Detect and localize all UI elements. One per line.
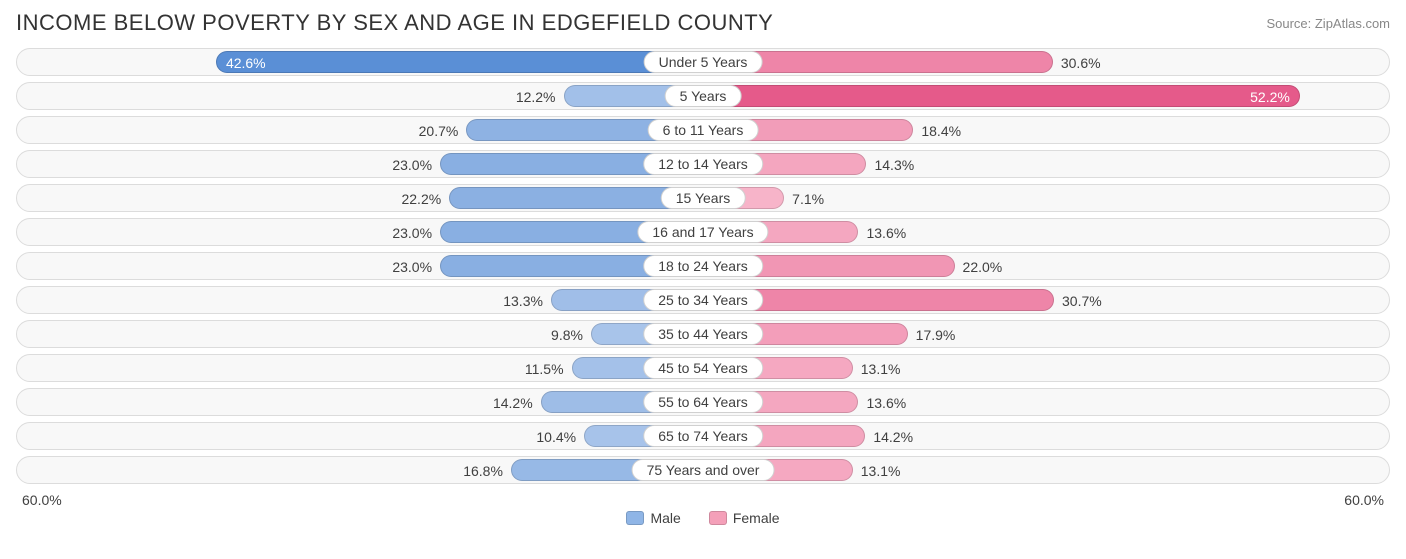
male-value-label: 10.4% [536,423,576,451]
category-pill: 55 to 64 Years [643,391,763,413]
male-value-label: 23.0% [392,253,432,281]
male-value-label: 22.2% [401,185,441,213]
male-value-label: 12.2% [516,83,556,111]
chart-row: 16.8% 13.1% 75 Years and over [16,456,1390,484]
female-value-label: 7.1% [792,185,824,213]
legend-female-swatch [709,511,727,525]
category-pill: 12 to 14 Years [643,153,763,175]
legend-male: Male [626,510,680,526]
legend: Male Female [16,510,1390,526]
chart-row: 14.2% 13.6% 55 to 64 Years [16,388,1390,416]
category-pill: 16 and 17 Years [637,221,768,243]
legend-female: Female [709,510,780,526]
male-value-label: 16.8% [463,457,503,485]
axis-row: 60.0% 60.0% [16,490,1390,508]
chart-source: Source: ZipAtlas.com [1266,16,1390,31]
category-pill: 75 Years and over [632,459,775,481]
chart-row: 12.2% 52.2% 5 Years [16,82,1390,110]
axis-left-max: 60.0% [22,492,62,508]
category-pill: 35 to 44 Years [643,323,763,345]
female-value-label: 13.6% [866,219,906,247]
chart-row: 22.2% 7.1% 15 Years [16,184,1390,212]
female-value-label: 13.1% [861,457,901,485]
female-value-label: 52.2% [1240,83,1300,111]
category-pill: 65 to 74 Years [643,425,763,447]
legend-male-label: Male [650,510,680,526]
category-pill: Under 5 Years [644,51,763,73]
male-value-label: 20.7% [419,117,459,145]
chart-row: 9.8% 17.9% 35 to 44 Years [16,320,1390,348]
category-pill: 15 Years [661,187,746,209]
male-value-label: 13.3% [503,287,543,315]
male-value-label: 23.0% [392,219,432,247]
female-value-label: 17.9% [916,321,956,349]
male-value-label: 9.8% [551,321,583,349]
category-pill: 25 to 34 Years [643,289,763,311]
chart-row: 20.7% 18.4% 6 to 11 Years [16,116,1390,144]
female-value-label: 18.4% [921,117,961,145]
male-value-label: 14.2% [493,389,533,417]
legend-female-label: Female [733,510,780,526]
female-value-label: 14.3% [874,151,914,179]
axis-right-max: 60.0% [1344,492,1384,508]
chart-row: 23.0% 22.0% 18 to 24 Years [16,252,1390,280]
chart-row: 23.0% 14.3% 12 to 14 Years [16,150,1390,178]
male-value-label: 11.5% [525,355,564,383]
category-pill: 45 to 54 Years [643,357,763,379]
category-pill: 6 to 11 Years [648,119,759,141]
male-bar [216,51,703,73]
female-value-label: 30.7% [1062,287,1102,315]
female-value-label: 14.2% [873,423,913,451]
legend-male-swatch [626,511,644,525]
female-value-label: 30.6% [1061,49,1101,77]
chart-row: 13.3% 30.7% 25 to 34 Years [16,286,1390,314]
category-pill: 18 to 24 Years [643,255,763,277]
tornado-chart: 42.6% 30.6% Under 5 Years 12.2% 52.2% 5 Years… [16,48,1390,484]
chart-row: 23.0% 13.6% 16 and 17 Years [16,218,1390,246]
male-value-label: 42.6% [216,49,276,77]
female-value-label: 22.0% [963,253,1003,281]
female-value-label: 13.1% [861,355,901,383]
male-value-label: 23.0% [392,151,432,179]
chart-row: 10.4% 14.2% 65 to 74 Years [16,422,1390,450]
chart-row: 11.5% 13.1% 45 to 54 Years [16,354,1390,382]
chart-row: 42.6% 30.6% Under 5 Years [16,48,1390,76]
female-bar [703,85,1300,107]
female-value-label: 13.6% [866,389,906,417]
category-pill: 5 Years [665,85,742,107]
chart-title: INCOME BELOW POVERTY BY SEX AND AGE IN E… [16,10,773,36]
